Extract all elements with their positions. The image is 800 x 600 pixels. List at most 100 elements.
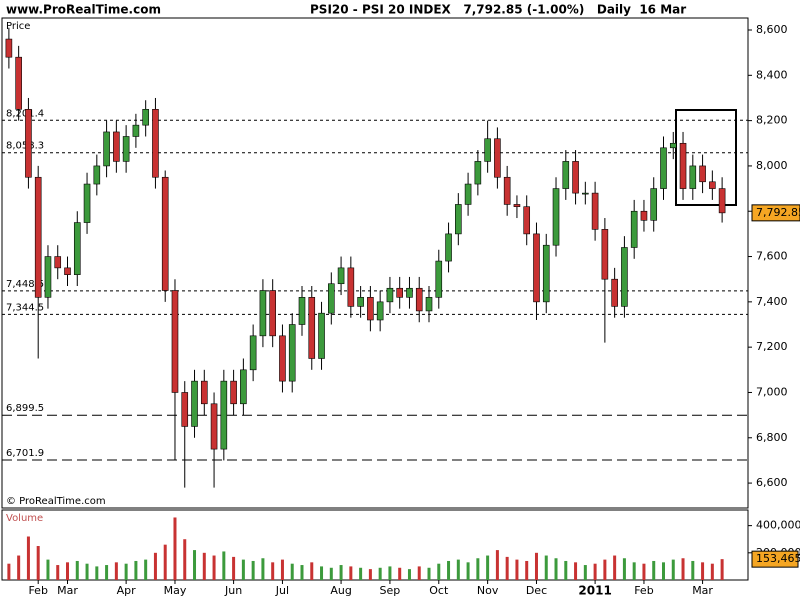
volume-bar (144, 559, 148, 580)
volume-bar (427, 567, 431, 580)
volume-bar (583, 565, 587, 580)
volume-bar (163, 544, 167, 580)
x-tick-label: Nov (477, 584, 499, 597)
volume-bar (280, 559, 284, 580)
candle-body (288, 324, 296, 382)
volume-bar (554, 558, 558, 580)
volume-bar (720, 559, 724, 580)
candle-body (523, 206, 531, 235)
volume-bar (505, 556, 509, 580)
candle-body (484, 138, 491, 162)
candle-body (601, 229, 609, 280)
volume-bar (447, 560, 451, 580)
candle-body (709, 181, 716, 189)
volume-bar (398, 567, 402, 580)
volume-bar (105, 565, 109, 580)
level-label: 6,899.5 (6, 403, 44, 414)
candle-body (591, 192, 599, 230)
candle-body (259, 290, 267, 337)
x-tick-label: Jul (275, 584, 289, 597)
candle-body (425, 297, 433, 312)
x-tick-label: Aug (330, 584, 351, 597)
candle-body (494, 138, 501, 178)
candle-body (660, 147, 667, 189)
candle-body (328, 283, 335, 314)
candle-body (474, 161, 482, 185)
level-label: 8,201.4 (6, 108, 44, 119)
x-tick-label: Dec (526, 584, 547, 597)
price-panel (1, 17, 749, 509)
volume-bar (310, 562, 314, 580)
candle-body (542, 244, 550, 303)
last-price-label: 7,792.85 (756, 206, 800, 219)
candle-body (240, 369, 247, 405)
candle-body (337, 267, 345, 285)
chart-title: PSI20 - PSI 20 INDEX 7,792.85 (-1.00%) D… (310, 3, 686, 17)
candle-body (435, 260, 443, 298)
volume-bar (388, 566, 392, 580)
candle-body (5, 38, 13, 58)
volume-bar (56, 565, 60, 580)
candle-body (132, 124, 140, 137)
volume-bar (525, 560, 529, 580)
volume-panel (1, 509, 749, 581)
candle-body (503, 176, 511, 205)
volume-bar (642, 563, 646, 580)
candle-body (113, 131, 120, 162)
volume-bar (368, 569, 372, 580)
volume-bar (290, 563, 294, 580)
volume-bar (349, 566, 353, 580)
volume-bar (339, 565, 343, 580)
y-tick-label: 7,200 (756, 340, 788, 353)
volume-bar (26, 536, 30, 580)
volume-bar (544, 555, 548, 580)
volume-bar (95, 566, 99, 580)
candle-body (220, 380, 228, 450)
candle-body (650, 188, 658, 221)
candle-body (210, 403, 218, 450)
candle-body (103, 131, 110, 167)
candle-body (171, 290, 179, 393)
y-tick-label: 8,600 (756, 23, 788, 36)
level-label: 7,448.5 (6, 279, 44, 290)
y-tick-label: 7,600 (756, 250, 788, 263)
candle-body (142, 108, 149, 126)
y-tick-label: 6,600 (756, 476, 788, 489)
candle-body (269, 290, 276, 337)
candle-body (376, 301, 384, 321)
volume-bar (46, 559, 50, 580)
volume-bar (622, 558, 626, 580)
x-tick-label: Mar (57, 584, 78, 597)
volume-bar (359, 567, 363, 580)
last-volume-label: 153,465 (756, 552, 800, 565)
candle-body (122, 136, 130, 162)
candle-body (562, 161, 570, 189)
volume-bar (701, 562, 705, 580)
candle-body (191, 380, 198, 427)
volume-bar (193, 550, 197, 580)
candle-body (308, 297, 316, 359)
volume-bar (632, 562, 636, 580)
last-volume-box (751, 550, 799, 568)
candle-body (513, 204, 521, 208)
y-tick-label: 7,400 (756, 295, 788, 308)
volume-bar (261, 558, 265, 580)
volume-bar (671, 559, 675, 580)
candle-body (533, 233, 540, 303)
x-tick-label: 2011 (578, 584, 611, 598)
volume-bar (300, 565, 304, 580)
volume-bar (613, 555, 617, 580)
volume-bar (466, 562, 470, 580)
candle-body (582, 192, 589, 195)
candle-body (464, 183, 472, 205)
volume-bar (7, 563, 11, 580)
candle-body (161, 176, 169, 291)
volume-bar (681, 558, 685, 580)
volume-bar (486, 555, 490, 580)
level-label: 8,058.3 (6, 141, 44, 152)
volume-bar (66, 562, 70, 580)
volume-bar (36, 546, 40, 580)
level-label: 7,344.5 (6, 302, 44, 313)
candle-body (455, 204, 462, 235)
